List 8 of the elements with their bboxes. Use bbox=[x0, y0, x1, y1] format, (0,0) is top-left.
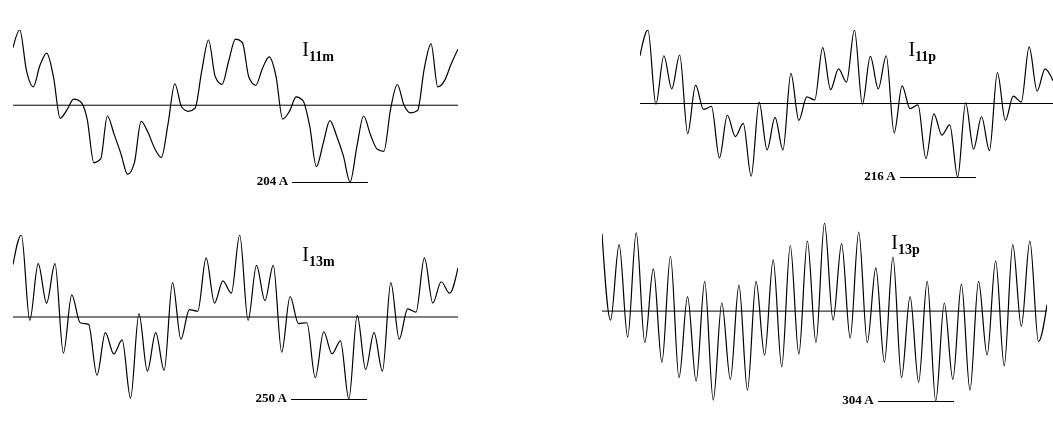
text: I$_{11p}$ bbox=[908, 38, 937, 66]
annotation: 204 A bbox=[255, 173, 289, 189]
text: I$_{13p}$ bbox=[891, 231, 920, 259]
annotation: 216 A bbox=[863, 168, 896, 184]
text: I$_{11m}$ bbox=[302, 38, 334, 66]
annotation: 250 A bbox=[254, 390, 287, 406]
annotation: 304 A bbox=[841, 392, 874, 408]
text: I$_{13m}$ bbox=[302, 243, 335, 271]
